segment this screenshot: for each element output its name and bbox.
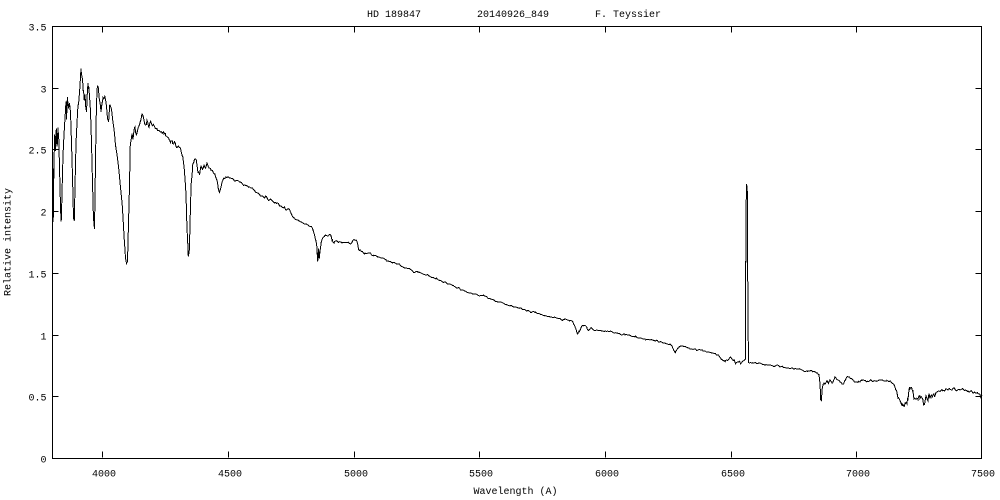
svg-text:20140926_849: 20140926_849: [477, 10, 549, 21]
svg-text:4500: 4500: [218, 470, 242, 481]
svg-text:1.5: 1.5: [28, 271, 46, 282]
svg-text:6500: 6500: [721, 470, 745, 481]
svg-text:3: 3: [40, 86, 46, 97]
svg-text:2: 2: [40, 209, 46, 220]
svg-text:7000: 7000: [846, 470, 870, 481]
svg-text:2.5: 2.5: [28, 147, 46, 158]
svg-text:0.5: 0.5: [28, 394, 46, 405]
svg-text:5000: 5000: [344, 470, 368, 481]
svg-text:6000: 6000: [595, 470, 619, 481]
svg-text:1: 1: [40, 333, 46, 344]
svg-text:0: 0: [40, 456, 46, 467]
svg-text:7500: 7500: [971, 470, 995, 481]
svg-text:Wavelength (A): Wavelength (A): [473, 486, 557, 498]
svg-text:3.5: 3.5: [28, 24, 46, 35]
svg-text:4000: 4000: [92, 470, 116, 481]
svg-text:HD 189847: HD 189847: [367, 10, 421, 21]
svg-text:F. Teyssier: F. Teyssier: [595, 9, 661, 21]
svg-text:5500: 5500: [469, 470, 493, 481]
svg-text:Relative intensity: Relative intensity: [3, 188, 15, 296]
